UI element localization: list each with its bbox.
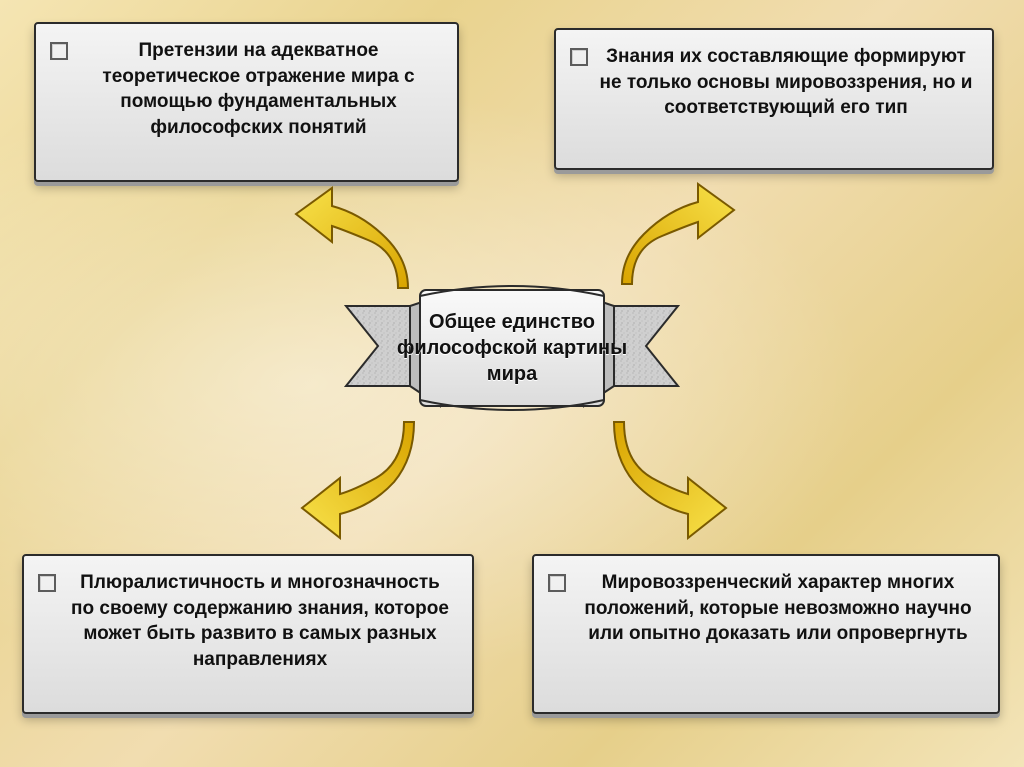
bullet: Претензии на адекватное теоретическое от… <box>50 38 439 141</box>
bullet-square-icon <box>50 42 68 60</box>
box-bottom-right: Мировоззренческий характер многих положе… <box>532 554 1000 714</box>
center-title: Общее единство философской картины мира <box>382 309 642 387</box>
bullet: Знания их составляющие формируют не толь… <box>570 44 974 121</box>
bullet: Плюралистичность и многозначность по сво… <box>38 570 454 673</box>
bullet-square-icon <box>548 574 566 592</box>
box-text: Мировоззренческий характер многих положе… <box>576 570 980 647</box>
box-bottom-left: Плюралистичность и многозначность по сво… <box>22 554 474 714</box>
arrow-down-right-icon <box>612 410 732 540</box>
bullet-square-icon <box>38 574 56 592</box>
arrow-down-left-icon <box>296 410 416 540</box>
center-banner: Общее единство философской картины мира <box>344 270 680 426</box>
box-text: Знания их составляющие формируют не толь… <box>598 44 974 121</box>
bullet-square-icon <box>570 48 588 66</box>
box-text: Претензии на адекватное теоретическое от… <box>78 38 439 141</box>
bullet: Мировоззренческий характер многих положе… <box>548 570 980 647</box>
box-top-left: Претензии на адекватное теоретическое от… <box>34 22 459 182</box>
box-top-right: Знания их составляющие формируют не толь… <box>554 28 994 170</box>
slide-stage: Претензии на адекватное теоретическое от… <box>0 0 1024 767</box>
box-text: Плюралистичность и многозначность по сво… <box>66 570 454 673</box>
